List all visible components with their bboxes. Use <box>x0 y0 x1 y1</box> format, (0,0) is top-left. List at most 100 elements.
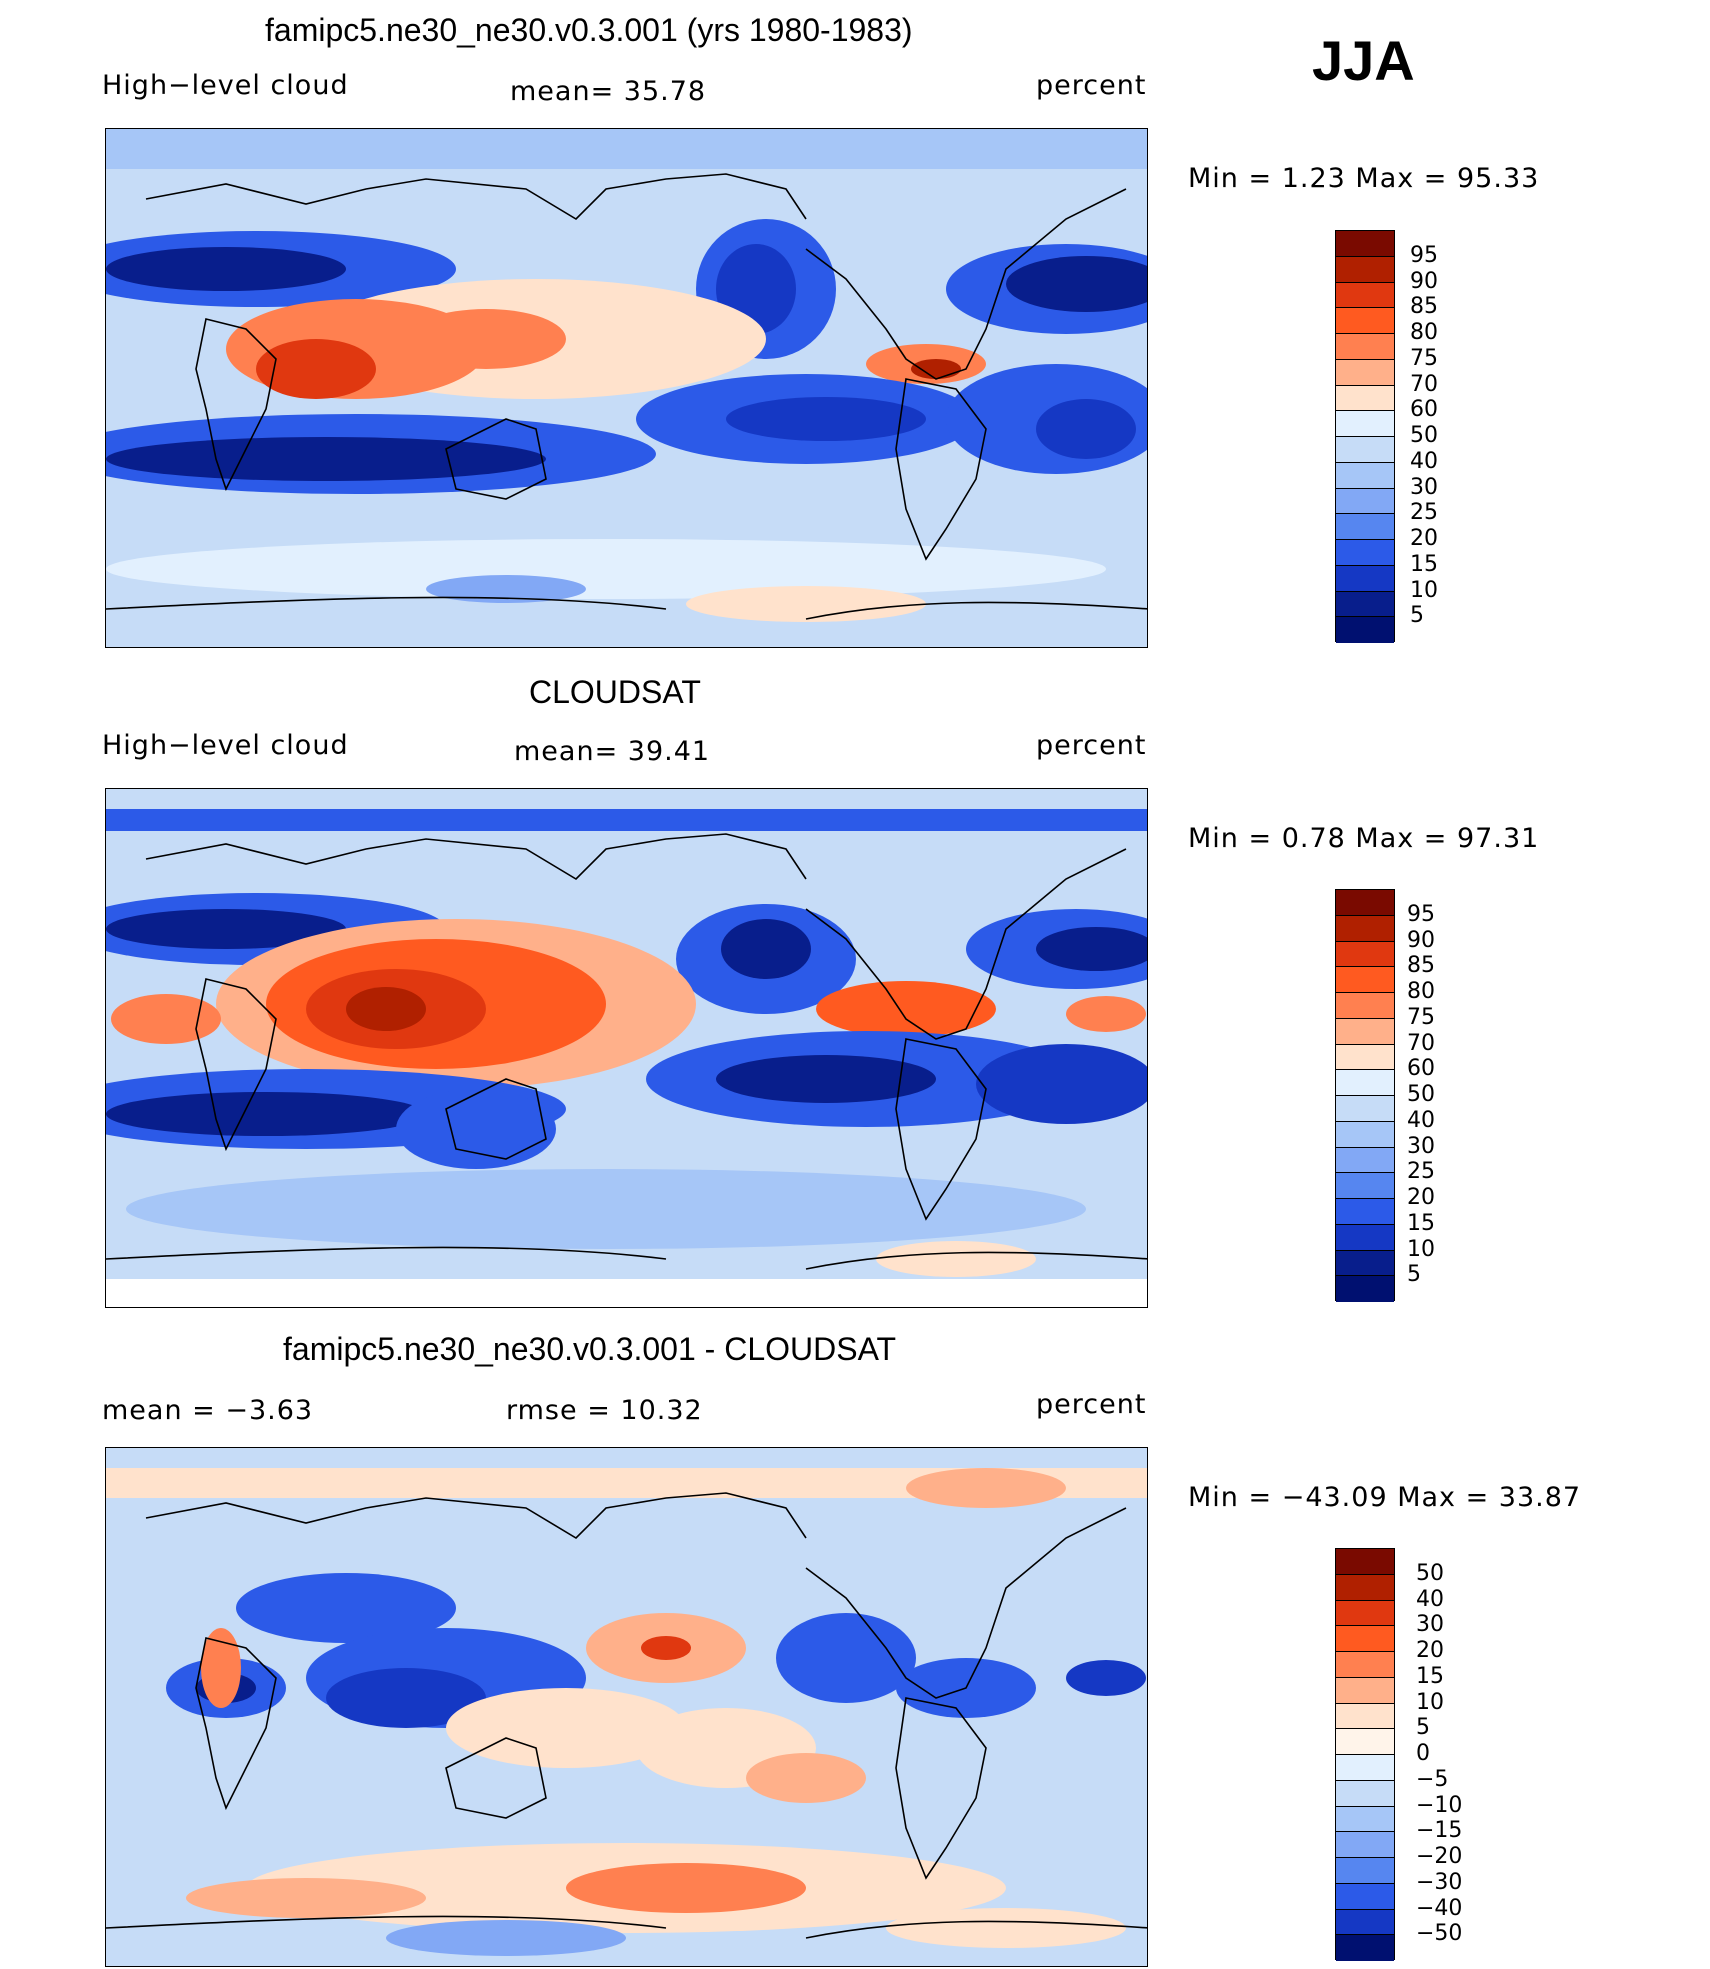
colorbar-swatch <box>1336 1096 1394 1122</box>
colorbar-swatch <box>1336 617 1394 643</box>
colorbar-tick-label: 75 <box>1407 1004 1435 1030</box>
colorbar-swatch <box>1336 231 1394 257</box>
colorbar-tick-label: 90 <box>1407 927 1435 953</box>
panel-1-minmax: Min = 1.23 Max = 95.33 <box>1188 163 1540 194</box>
colorbar-tick-label: −5 <box>1416 1766 1449 1792</box>
colorbar-swatch <box>1336 993 1394 1019</box>
colorbar-tick-label: 5 <box>1407 1262 1421 1288</box>
colorbar-swatch <box>1336 1018 1394 1045</box>
colorbar-tick-label: 60 <box>1407 1056 1435 1082</box>
colorbar-swatch <box>1336 1574 1394 1601</box>
colorbar-tick-label: 25 <box>1407 1159 1435 1185</box>
colorbar-swatch <box>1336 385 1394 412</box>
colorbar-swatch <box>1336 1549 1394 1575</box>
colorbar-swatch <box>1336 1806 1394 1833</box>
panel-1-units-label: percent <box>1036 70 1147 101</box>
panel-1-mean-label: mean= 35.78 <box>510 76 707 107</box>
panel-3-map-field <box>106 1448 1147 1966</box>
colorbar-swatch <box>1336 1935 1394 1961</box>
colorbar-swatch <box>1336 1626 1394 1652</box>
colorbar-swatch <box>1336 1224 1394 1251</box>
colorbar-swatch <box>1336 1755 1394 1781</box>
colorbar-swatch <box>1336 1703 1394 1730</box>
colorbar-tick-label: 95 <box>1407 901 1435 927</box>
colorbar-tick-label: 5 <box>1416 1715 1430 1741</box>
panel-1-map-field <box>106 129 1147 647</box>
colorbar-swatch <box>1336 967 1394 993</box>
panel-3-mean-label: mean = −3.63 <box>102 1395 314 1426</box>
colorbar-tick-label: 75 <box>1410 345 1438 371</box>
colorbar-tick-label: −20 <box>1416 1844 1463 1869</box>
colorbar-swatch <box>1336 488 1394 515</box>
colorbar-swatch <box>1336 941 1394 968</box>
colorbar-swatch <box>1336 890 1394 916</box>
panel-3-title: famipc5.ne30_ne30.v0.3.001 - CLOUDSAT <box>283 1331 897 1367</box>
colorbar-swatch <box>1336 1883 1394 1910</box>
colorbar-swatch <box>1336 256 1394 283</box>
colorbar-tick-label: 30 <box>1410 474 1438 500</box>
colorbar-swatch <box>1336 1780 1394 1807</box>
colorbar-tick-label: 5 <box>1410 603 1424 629</box>
panel-2-minmax: Min = 0.78 Max = 97.31 <box>1188 823 1540 854</box>
colorbar-swatch <box>1336 462 1394 489</box>
colorbar-tick-label: −30 <box>1416 1869 1463 1895</box>
colorbar-tick-label: 85 <box>1410 294 1438 320</box>
colorbar-tick-label: 20 <box>1416 1638 1444 1663</box>
panel-2-units-label: percent <box>1036 730 1147 761</box>
colorbar-swatch <box>1336 591 1394 618</box>
panel-1-map <box>105 128 1148 648</box>
colorbar-swatch <box>1336 1652 1394 1678</box>
colorbar-tick-label: 10 <box>1410 577 1438 603</box>
panel-2-map-field <box>106 789 1147 1307</box>
panel-2-title: CLOUDSAT <box>529 674 701 710</box>
colorbar-tick-label: 70 <box>1410 371 1438 397</box>
colorbar-tick-label: 90 <box>1410 268 1438 294</box>
colorbar-tick-label: 10 <box>1407 1236 1435 1262</box>
colorbar-swatch <box>1336 359 1394 386</box>
colorbar-swatches <box>1336 231 1394 643</box>
colorbar-tick-label: 15 <box>1416 1663 1444 1689</box>
colorbar-swatch <box>1336 1070 1394 1096</box>
colorbar-tick-label: −50 <box>1416 1921 1463 1947</box>
panel-2-colorbar <box>1335 889 1395 1302</box>
colorbar-tick-label: 80 <box>1410 320 1438 345</box>
panel-1-variable-label: High−level cloud <box>102 70 349 101</box>
colorbar-tick-label: 20 <box>1407 1185 1435 1210</box>
colorbar-swatch <box>1336 1677 1394 1704</box>
colorbar-tick-label: 40 <box>1416 1586 1444 1612</box>
colorbar-tick-label: −10 <box>1416 1792 1463 1818</box>
colorbar-swatch <box>1336 1909 1394 1936</box>
colorbar-swatch <box>1336 1729 1394 1755</box>
colorbar-swatch <box>1336 1832 1394 1858</box>
colorbar-tick-label: 30 <box>1407 1133 1435 1159</box>
colorbar-swatch <box>1336 437 1394 463</box>
colorbar-swatch <box>1336 1858 1394 1884</box>
colorbar-swatch <box>1336 1044 1394 1071</box>
colorbar-tick-label: 20 <box>1410 526 1438 551</box>
colorbar-swatch <box>1336 1276 1394 1302</box>
panel-3-minmax: Min = −43.09 Max = 33.87 <box>1188 1482 1582 1513</box>
colorbar-swatch <box>1336 1121 1394 1148</box>
colorbar-tick-label: −40 <box>1416 1895 1463 1921</box>
panel-3-colorbar <box>1335 1548 1395 1961</box>
panel-2-mean-label: mean= 39.41 <box>514 736 711 767</box>
panel-3-units-label: percent <box>1036 1389 1147 1420</box>
colorbar-tick-label: 30 <box>1416 1612 1444 1638</box>
panel-1-colorbar <box>1335 230 1395 643</box>
panel-2-map <box>105 788 1148 1308</box>
colorbar-swatch <box>1336 411 1394 437</box>
colorbar-swatch <box>1336 514 1394 540</box>
colorbar-swatch <box>1336 308 1394 334</box>
colorbar-tick-label: 15 <box>1407 1210 1435 1236</box>
colorbar-swatch <box>1336 1199 1394 1225</box>
colorbar-tick-label: 10 <box>1416 1689 1444 1715</box>
colorbar-tick-label: 50 <box>1407 1082 1435 1107</box>
colorbar-swatch <box>1336 1173 1394 1199</box>
colorbar-tick-label: 80 <box>1407 979 1435 1004</box>
colorbar-swatch <box>1336 915 1394 942</box>
colorbar-swatch <box>1336 334 1394 360</box>
colorbar-swatch <box>1336 540 1394 566</box>
panel-1-title: famipc5.ne30_ne30.v0.3.001 (yrs 1980-198… <box>265 12 913 48</box>
colorbar-tick-label: 25 <box>1410 500 1438 526</box>
colorbar-tick-label: 60 <box>1410 397 1438 423</box>
